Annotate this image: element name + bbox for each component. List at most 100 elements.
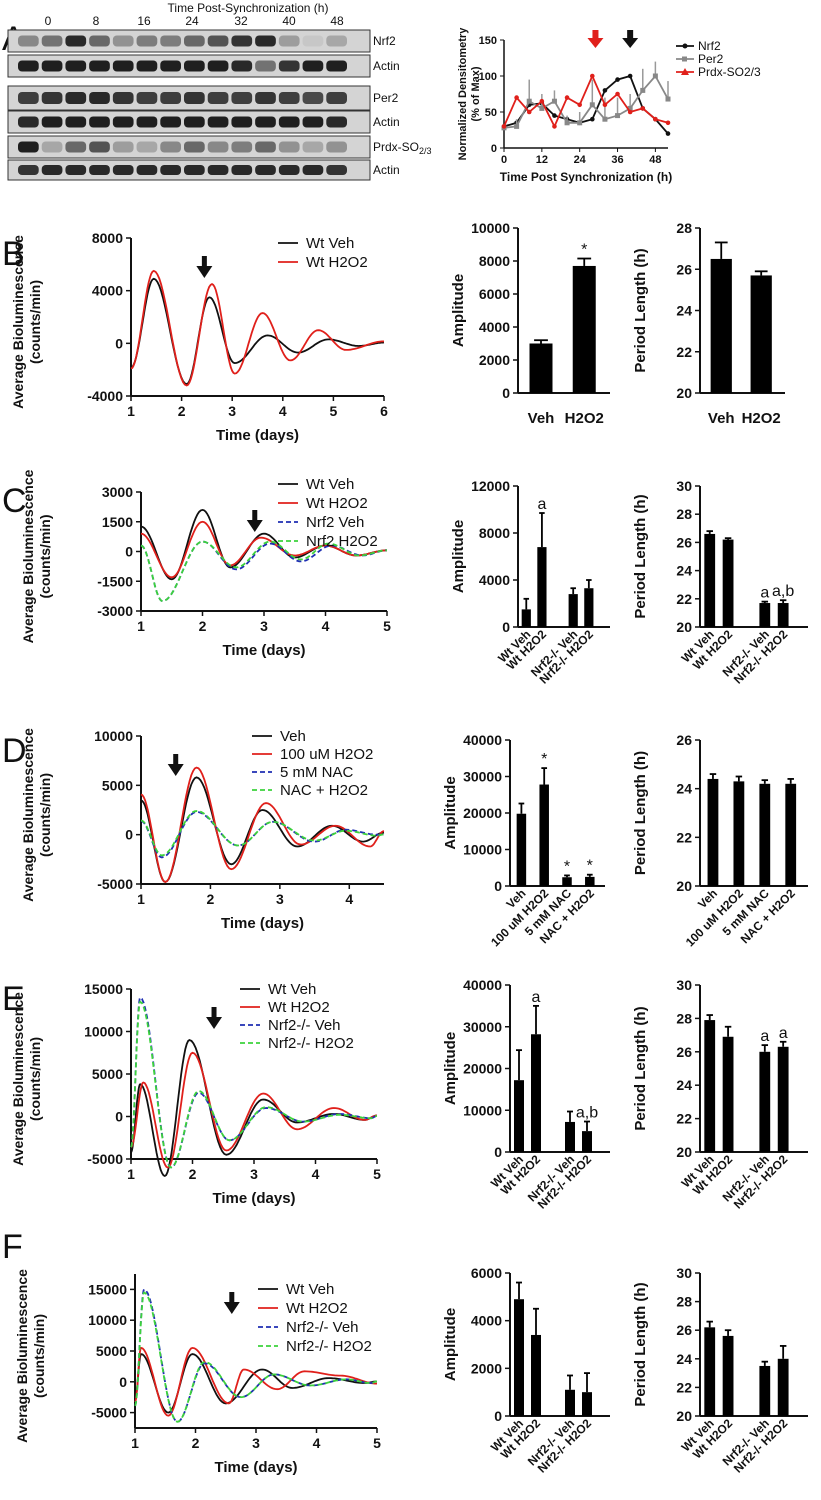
arrow-icon [622,38,639,48]
legend-marker [681,68,689,75]
x-tick-label: 4 [313,1435,321,1451]
blot-band [326,165,347,175]
y-axis-label: Period Length (h) [632,1282,649,1406]
y-tick-label: -5000 [97,876,133,892]
y-tick-label: 50 [485,107,497,119]
significance-mark: * [587,858,593,875]
y-tick-label: 30000 [463,769,502,785]
arrow-icon [246,520,263,532]
y-tick-label: 0 [494,1408,502,1424]
y-tick-label: 26 [676,732,692,748]
y-axis-label: Amplitude [442,1032,459,1105]
x-tick-label: 1 [131,1435,139,1451]
arrow-icon [206,1017,223,1029]
y-tick-label: 0 [115,335,123,351]
legend-label: Nrf2-/- H2O2 [268,1035,354,1052]
arrow-shaft [211,1007,217,1019]
x-tick-label: 36 [611,154,623,166]
blot-band [41,165,63,175]
arrow-shaft [229,1292,235,1304]
significance-mark: a [779,1025,788,1042]
y-tick-label: 22 [676,344,692,360]
blot-band [255,141,276,153]
western-blot: Time Post-Synchronization (h) 0 8 16 24 32 40… [7,1,432,181]
y-tick-label: 5000 [92,1066,123,1082]
y-tick-label: 4000 [471,1313,502,1329]
series-line [140,810,384,857]
y-axis-label-line: Average Bioluminescence [14,1269,30,1443]
legend-label: 5 mM NAC [280,764,354,781]
blot-band [160,60,181,72]
chart-b-period: 20 22 24 26 28 Veh H2O2 Period Length (h) [632,220,785,427]
y-axis-label-line: Normalized Densitometry [457,27,469,161]
blot-band [184,116,205,128]
x-tick-label: 2 [189,1166,197,1182]
y-tick-label: 30000 [463,1019,502,1035]
x-tick-label: 3 [250,1166,258,1182]
legend-label: Wt H2O2 [306,254,368,271]
y-tick-label: 8000 [92,230,123,246]
y-tick-label: 10000 [88,1312,127,1328]
x-tick-label: 5 [383,618,391,634]
y-tick-label: 15000 [88,1281,127,1297]
x-tick-label: 4 [322,618,330,634]
bar [750,275,772,393]
y-tick-label: 4000 [479,319,510,335]
y-axis-label-line: (counts/min) [37,773,53,857]
blot-band [255,35,276,47]
legend-label: Nrf2-/- Veh [268,1017,341,1034]
y-axis-label-line: (counts/min) [31,1314,47,1398]
blot-row-label: Actin [373,115,400,129]
y-tick-label: 8000 [479,253,510,269]
bar [759,783,771,886]
y-tick-label: -5000 [87,1151,123,1167]
y-axis-label: Period Length (h) [632,494,649,618]
x-tick-label: 6 [380,403,388,419]
x-axis-label: Time (days) [214,1459,297,1476]
bar [514,1299,524,1416]
blot-band [136,141,158,153]
blot-time-label: 16 [137,14,151,28]
y-tick-label: 24 [676,1351,692,1367]
blot-band [326,116,347,128]
x-tick-label: 5 [373,1435,381,1451]
bar [516,813,527,886]
y-tick-label: -3000 [97,603,133,619]
bar [785,783,797,886]
bar [704,533,716,627]
y-tick-label: 10000 [471,220,510,236]
data-point [627,73,633,79]
data-point [514,95,519,100]
data-point [564,120,570,126]
significance-mark: a,b [576,1105,598,1122]
chart-f-bioluminescence: 1 2 3 4 5 -5000 0 5000 10000 15000 Time (days) Aver… [14,1269,381,1476]
blot-band [112,116,134,128]
chart-e-bioluminescence: 1 2 3 4 5 -5000 0 5000 10000 15000 Time (days) Aver… [10,981,381,1207]
y-tick-label: 0 [115,1109,123,1125]
data-point [577,120,583,126]
blot-band [65,141,87,153]
bar [514,1080,524,1152]
y-tick-label: 0 [125,827,133,843]
y-tick-label: 26 [676,261,692,277]
y-tick-label: 26 [676,1322,692,1338]
blot-band [65,165,87,175]
bar [565,1389,575,1416]
y-tick-label: 10000 [84,1024,123,1040]
arrow-shaft [201,256,207,268]
legend-label: Wt Veh [268,981,316,998]
data-point [526,98,532,104]
y-tick-label: 20 [676,619,692,635]
legend-label: Nrf2-/- H2O2 [286,1338,372,1355]
data-point [590,73,595,79]
blot-band [231,116,253,128]
arrow-shaft [592,30,599,40]
panel-label-c: C [2,482,27,520]
bar [777,603,789,627]
y-axis-label: Period Length (h) [632,1006,649,1130]
blot-band [65,60,87,72]
data-point [665,120,671,126]
y-tick-label: 4000 [92,283,123,299]
